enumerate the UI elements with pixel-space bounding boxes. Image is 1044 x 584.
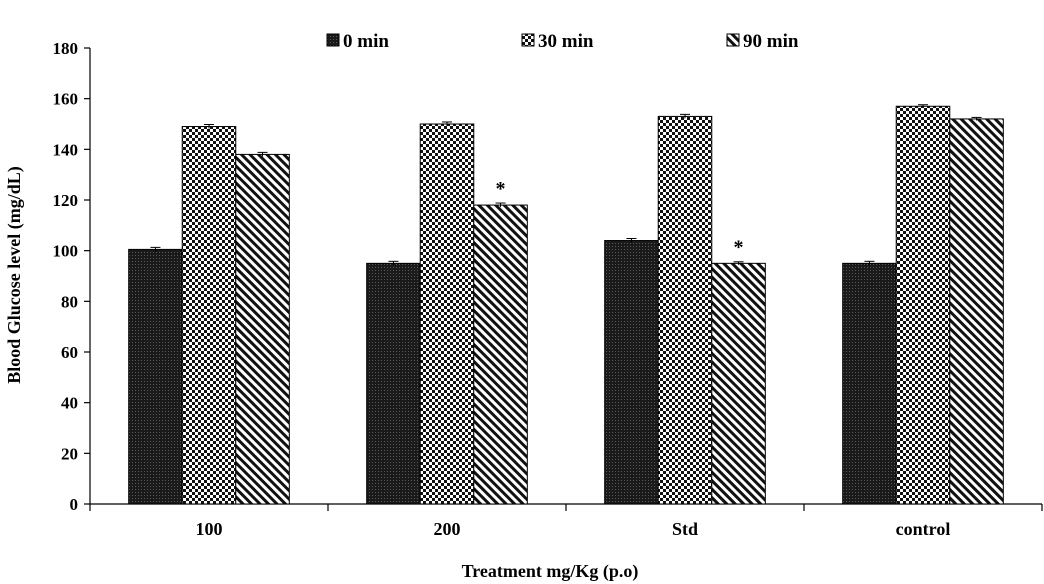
legend: 0 min 30 min 90 min xyxy=(326,31,799,52)
significance-marker: * xyxy=(496,178,506,200)
y-tick-label: 180 xyxy=(53,39,79,58)
bar-90-min-control xyxy=(949,118,1004,505)
bar-30-min-Std xyxy=(657,115,713,505)
x-category-label: 100 xyxy=(196,519,223,539)
x-category-label: 200 xyxy=(434,519,461,539)
bar-90-min-100 xyxy=(235,153,290,505)
legend-label: 30 min xyxy=(538,31,594,52)
y-axis: 0 20 40 60 80 100 120 140 160 180 xyxy=(53,39,91,514)
bar-0-min-200 xyxy=(366,262,421,505)
legend-label: 0 min xyxy=(343,31,389,52)
bar-30-min-control xyxy=(895,105,951,505)
x-axis-title: Treatment mg/Kg (p.o) xyxy=(462,561,639,582)
y-tick-label: 160 xyxy=(53,90,79,109)
bar-30-min-100 xyxy=(181,126,237,505)
bars: ** xyxy=(128,104,1004,505)
bar-0-min-control xyxy=(842,262,897,505)
bar-90-min-200 xyxy=(473,204,528,505)
y-axis-title: Blood Glucose level (mg/dL) xyxy=(4,166,25,384)
legend-swatch xyxy=(726,33,740,47)
y-tick-label: 60 xyxy=(61,343,78,362)
bar-90-min-Std xyxy=(711,262,766,505)
y-tick-label: 100 xyxy=(53,242,79,261)
bar-0-min-Std xyxy=(604,240,659,505)
bar-0-min-100 xyxy=(128,248,183,505)
legend-item-90-min: 90 min xyxy=(726,31,799,52)
legend-swatch xyxy=(521,33,535,47)
y-tick-label: 120 xyxy=(53,191,79,210)
x-axis: 100 200 Std control xyxy=(89,503,1043,539)
legend-item-30-min: 30 min xyxy=(521,31,594,52)
significance-marker: * xyxy=(734,236,744,258)
y-tick-label: 20 xyxy=(61,444,78,463)
y-tick-label: 0 xyxy=(70,495,79,514)
y-tick-label: 40 xyxy=(61,394,78,413)
legend-swatch xyxy=(326,33,340,47)
legend-label: 90 min xyxy=(743,31,799,52)
bar-30-min-200 xyxy=(419,123,475,505)
y-tick-label: 80 xyxy=(61,292,78,311)
y-tick-label: 140 xyxy=(53,140,79,159)
x-category-label: control xyxy=(896,519,951,539)
x-category-label: Std xyxy=(672,519,698,539)
legend-item-0-min: 0 min xyxy=(326,31,389,52)
